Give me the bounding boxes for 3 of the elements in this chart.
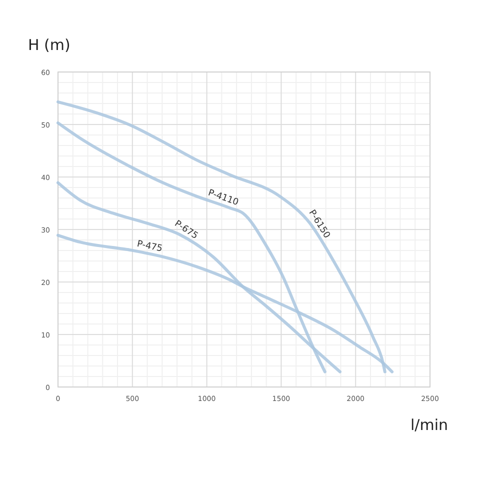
text: P-475: [136, 239, 164, 254]
x-axis-title: l/min: [410, 416, 448, 434]
y-axis-title: H (m): [28, 36, 70, 54]
